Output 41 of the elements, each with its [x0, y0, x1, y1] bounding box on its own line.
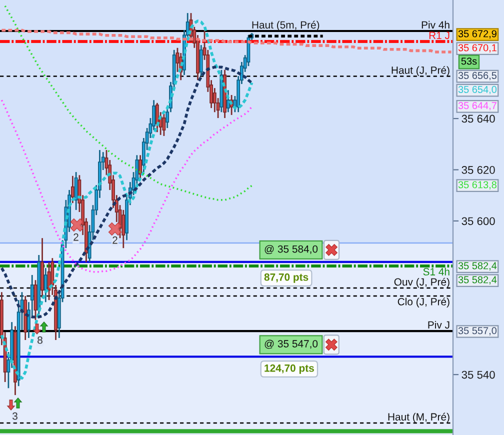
ref-line-label: S1 4h — [423, 268, 450, 276]
y-tick-label: 35 640 — [462, 114, 495, 123]
text: 35 644,7 — [458, 102, 496, 110]
ref-line-label: Clo (J, Pré) — [398, 298, 450, 308]
annotation: 124,70 pts — [264, 364, 314, 374]
ref-line-label: Haut (J, Pré) — [392, 66, 450, 76]
text: 35 613,8 — [458, 181, 496, 190]
line-series — [0, 99, 253, 273]
text: 35 672,9 — [458, 30, 496, 38]
text: 35 656,5 — [458, 72, 497, 80]
ref-line-label: @ 35 584,0 — [264, 245, 318, 254]
annotation: 2 — [74, 233, 78, 241]
text: 53s — [461, 58, 477, 65]
ref-line-label: R1 J — [429, 32, 450, 40]
y-tick-label: 35 620 — [462, 166, 495, 174]
line-series — [0, 20, 254, 380]
candlestick — [226, 89, 230, 113]
candlestick — [155, 102, 159, 133]
annotation: 2 — [112, 236, 118, 244]
text: 35 582,4 — [458, 276, 497, 284]
y-tick-label: 35 540 — [462, 370, 495, 379]
candlestick — [199, 44, 203, 77]
ref-line-label: Ouv (J, Pré) — [394, 278, 450, 288]
text: 35 582,4 — [458, 262, 497, 270]
annotation: 87,70 pts — [264, 273, 308, 283]
ref-line-label: Piv 4h — [422, 20, 450, 28]
candlestick — [70, 175, 74, 204]
candlestick — [122, 209, 126, 249]
series-label: Haut (5m, Pré) — [252, 20, 320, 31]
text: 35 557,0 — [458, 327, 497, 336]
ref-line-label: @ 35 547,0 — [264, 340, 318, 349]
candlestick — [44, 267, 48, 303]
annotation: 3 — [12, 412, 18, 420]
text: 35 670,1 — [458, 44, 496, 52]
line-series — [4, 4, 253, 201]
text: 35 654,0 — [458, 86, 497, 94]
y-tick-label: 35 600 — [462, 217, 495, 226]
candlestick — [162, 113, 166, 137]
ref-line-label: Haut (M, Pré) — [388, 412, 450, 423]
annotation: 8 — [38, 336, 42, 344]
ref-line-label: Piv J — [428, 321, 450, 329]
